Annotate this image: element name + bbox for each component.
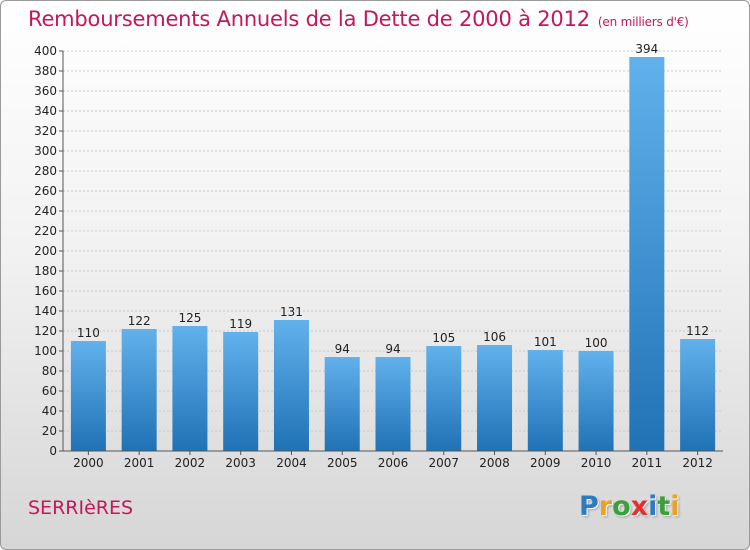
y-tick-label: 80	[42, 364, 57, 378]
y-tick-label: 380	[34, 64, 57, 78]
y-tick-label: 0	[49, 444, 57, 458]
bar-value-label: 122	[128, 314, 151, 328]
bar-2003	[223, 332, 259, 451]
y-tick-label: 120	[34, 324, 57, 338]
bar-2012	[680, 339, 716, 451]
x-tick-label: 2011	[632, 456, 663, 470]
bar-2004	[273, 320, 309, 451]
logo-letter: P	[579, 491, 599, 522]
y-tick-label: 100	[34, 344, 57, 358]
bar-2010	[578, 351, 614, 451]
bar-value-label: 112	[686, 324, 709, 338]
x-tick-label: 2008	[479, 456, 510, 470]
bar-value-label: 394	[635, 42, 658, 56]
x-tick-label: 2002	[175, 456, 206, 470]
x-tick-label: 2009	[530, 456, 561, 470]
y-tick-label: 320	[34, 124, 57, 138]
bar-2007	[426, 346, 462, 451]
logo-letter: i	[648, 491, 658, 522]
y-tick-label: 180	[34, 264, 57, 278]
bar-value-label: 94	[385, 342, 400, 356]
y-tick-label: 360	[34, 84, 57, 98]
y-tick-label: 300	[34, 144, 57, 158]
y-tick-label: 20	[42, 424, 57, 438]
chart-title: Remboursements Annuels de la Dette de 20…	[28, 7, 689, 31]
x-tick-label: 2001	[124, 456, 155, 470]
place-name: SERRIèRES	[28, 497, 134, 519]
bar-2000	[70, 341, 106, 451]
x-tick-label: 2000	[73, 456, 104, 470]
x-tick-label: 2012	[682, 456, 713, 470]
bar-value-label: 131	[280, 305, 303, 319]
x-tick-label: 2007	[428, 456, 459, 470]
bar-2009	[527, 350, 563, 451]
y-tick-label: 220	[34, 224, 57, 238]
y-tick-label: 200	[34, 244, 57, 258]
bar-value-label: 125	[178, 311, 201, 325]
bar-value-label: 106	[483, 330, 506, 344]
y-tick-label: 140	[34, 304, 57, 318]
chart-subtitle: (en milliers d'€)	[597, 15, 689, 29]
bar-value-label: 119	[229, 317, 252, 331]
logo-letter: t	[657, 491, 671, 522]
bar-value-label: 101	[534, 335, 557, 349]
bar-2005	[324, 357, 360, 451]
y-tick-label: 400	[34, 44, 57, 58]
logo-letter: i	[670, 491, 680, 522]
x-tick-label: 2003	[225, 456, 256, 470]
bar-2008	[477, 345, 513, 451]
bar-2001	[121, 329, 157, 451]
bar-value-label: 94	[335, 342, 350, 356]
y-tick-label: 60	[42, 384, 57, 398]
x-tick-label: 2004	[276, 456, 307, 470]
chart-title-text: Remboursements Annuels de la Dette de 20…	[28, 7, 590, 31]
x-tick-label: 2010	[581, 456, 612, 470]
logo-letter: r	[598, 491, 613, 522]
y-tick-label: 340	[34, 104, 57, 118]
bar-2011	[629, 57, 665, 451]
y-tick-label: 240	[34, 204, 57, 218]
y-tick-label: 160	[34, 284, 57, 298]
logo-letter: o	[612, 491, 631, 522]
proxiti-logo: Proxiti	[579, 491, 680, 522]
bar-2002	[172, 326, 208, 451]
bar-value-label: 110	[77, 326, 100, 340]
y-tick-label: 280	[34, 164, 57, 178]
y-tick-label: 260	[34, 184, 57, 198]
x-tick-label: 2006	[378, 456, 409, 470]
bar-value-label: 100	[585, 336, 608, 350]
y-tick-label: 40	[42, 404, 57, 418]
bar-value-label: 105	[432, 331, 455, 345]
x-tick-label: 2005	[327, 456, 358, 470]
logo-letter: x	[630, 491, 649, 522]
bar-2006	[375, 357, 411, 451]
